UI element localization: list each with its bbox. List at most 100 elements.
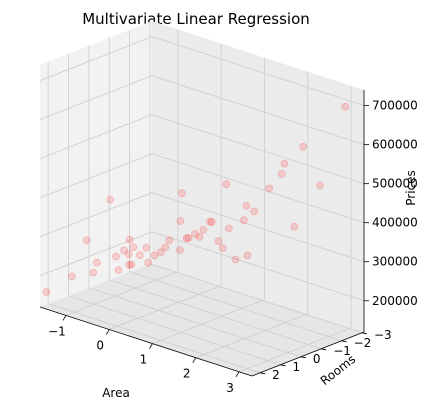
- data-point-4: [112, 252, 120, 261]
- x-tick-label: −1: [48, 324, 66, 338]
- data-point-45: [243, 251, 252, 260]
- grid-line-z-left: [39, 36, 153, 81]
- data-point-46: [120, 246, 128, 255]
- data-point-34: [280, 159, 289, 168]
- z-tick-label: 300000: [372, 255, 418, 269]
- y-tick-mark: [300, 356, 306, 359]
- data-point-26: [224, 224, 233, 233]
- x-axis-label: Area: [102, 386, 130, 400]
- data-point-22: [195, 232, 204, 241]
- grid-line-x-floor: [238, 327, 352, 373]
- axis-lines: [39, 90, 369, 377]
- data-point-7: [125, 260, 134, 269]
- grid-line-x-floor: [109, 285, 222, 330]
- data-point-27: [218, 244, 227, 252]
- z-tick-label: 500000: [372, 177, 418, 191]
- z-tick-label: 600000: [372, 138, 418, 152]
- data-point-23: [207, 217, 216, 226]
- pane-back-right: [152, 21, 364, 332]
- grid-line-x-floor: [152, 299, 265, 344]
- y-tick-label: −2: [354, 336, 372, 350]
- y-tick-label: 2: [272, 368, 280, 382]
- grid-line-x-floor: [65, 271, 179, 316]
- y-tick-label: −3: [374, 328, 392, 342]
- data-point-17: [176, 246, 184, 255]
- x-tick-label: 2: [183, 367, 191, 381]
- z-tick-label: 200000: [372, 294, 418, 308]
- data-point-41: [82, 236, 91, 245]
- y-tick-label: 0: [313, 352, 321, 366]
- grid-line-z-left: [39, 192, 153, 238]
- data-point-10: [135, 251, 144, 260]
- grid-line-z-right: [151, 75, 365, 146]
- grid-line-z-right: [151, 153, 365, 224]
- data-point-37: [341, 102, 350, 111]
- data-point-42: [125, 235, 134, 244]
- x-tick-mark: [62, 315, 67, 321]
- data-point-9: [127, 260, 136, 269]
- data-point-44: [176, 217, 185, 225]
- z-tick-label: 700000: [372, 99, 418, 113]
- x-tick-mark: [149, 343, 153, 349]
- grid-line-z-left: [39, 231, 153, 277]
- y-tick-mark: [361, 332, 368, 335]
- x-tick-mark: [235, 371, 240, 377]
- grid-line-y-floor: [109, 279, 322, 350]
- data-point-15: [165, 236, 174, 245]
- data-point-8: [129, 243, 138, 252]
- y-tick-label: −1: [333, 344, 351, 358]
- pane-floor: [40, 263, 364, 376]
- grid-lines: [39, 21, 365, 374]
- x-tick-label: 0: [96, 339, 104, 353]
- data-point-29: [239, 216, 248, 225]
- data-point-11: [142, 243, 151, 252]
- grid-line-z-left: [39, 114, 153, 160]
- grid-line-y-floor: [88, 287, 301, 358]
- grid-line-z-right: [151, 114, 365, 185]
- x-tick-label: 1: [140, 353, 148, 367]
- data-point-39: [177, 189, 186, 198]
- axis-panes: [40, 21, 364, 376]
- grid-line-y-floor: [129, 271, 342, 342]
- data-points: [42, 102, 350, 296]
- data-point-40: [290, 222, 299, 231]
- y-tick-label: 1: [293, 360, 301, 374]
- grid-line-z-right: [151, 231, 365, 302]
- z-tick-label: 400000: [372, 216, 418, 230]
- pane-back-left: [40, 21, 152, 307]
- tick-labels: −10123−3−2−10122000003000004000005000006…: [48, 99, 418, 395]
- data-point-19: [182, 234, 191, 243]
- data-point-2: [93, 258, 101, 267]
- grid-line-z-left: [39, 75, 153, 121]
- grid-line-z-left: [39, 153, 153, 199]
- data-point-13: [150, 251, 159, 260]
- grid-line-z-right: [151, 36, 365, 106]
- grid-line-y-floor: [68, 295, 281, 366]
- data-point-35: [299, 142, 308, 151]
- data-point-0: [42, 288, 51, 296]
- data-point-28: [231, 255, 240, 264]
- data-point-24: [206, 217, 214, 226]
- data-point-20: [191, 230, 199, 238]
- grid-line-z-right: [151, 192, 365, 263]
- data-point-1: [68, 272, 76, 281]
- data-point-33: [277, 170, 286, 178]
- data-point-5: [114, 266, 123, 275]
- grid-line-y-floor: [48, 303, 261, 374]
- data-point-31: [242, 201, 251, 210]
- data-point-3: [89, 268, 98, 277]
- data-point-6: [124, 250, 133, 258]
- data-point-21: [199, 225, 208, 234]
- chart-title: Multivariate Linear Regression: [82, 10, 310, 28]
- data-point-12: [144, 258, 153, 267]
- y-tick-mark: [280, 364, 286, 367]
- data-point-25: [214, 237, 223, 246]
- x-axis-line: [39, 306, 253, 377]
- grid-line-y-floor: [149, 263, 363, 334]
- y-tick-mark: [341, 340, 347, 343]
- y-tick-mark: [321, 348, 327, 351]
- data-point-14: [156, 248, 165, 257]
- data-point-38: [106, 195, 115, 204]
- x-tick-mark: [192, 357, 197, 363]
